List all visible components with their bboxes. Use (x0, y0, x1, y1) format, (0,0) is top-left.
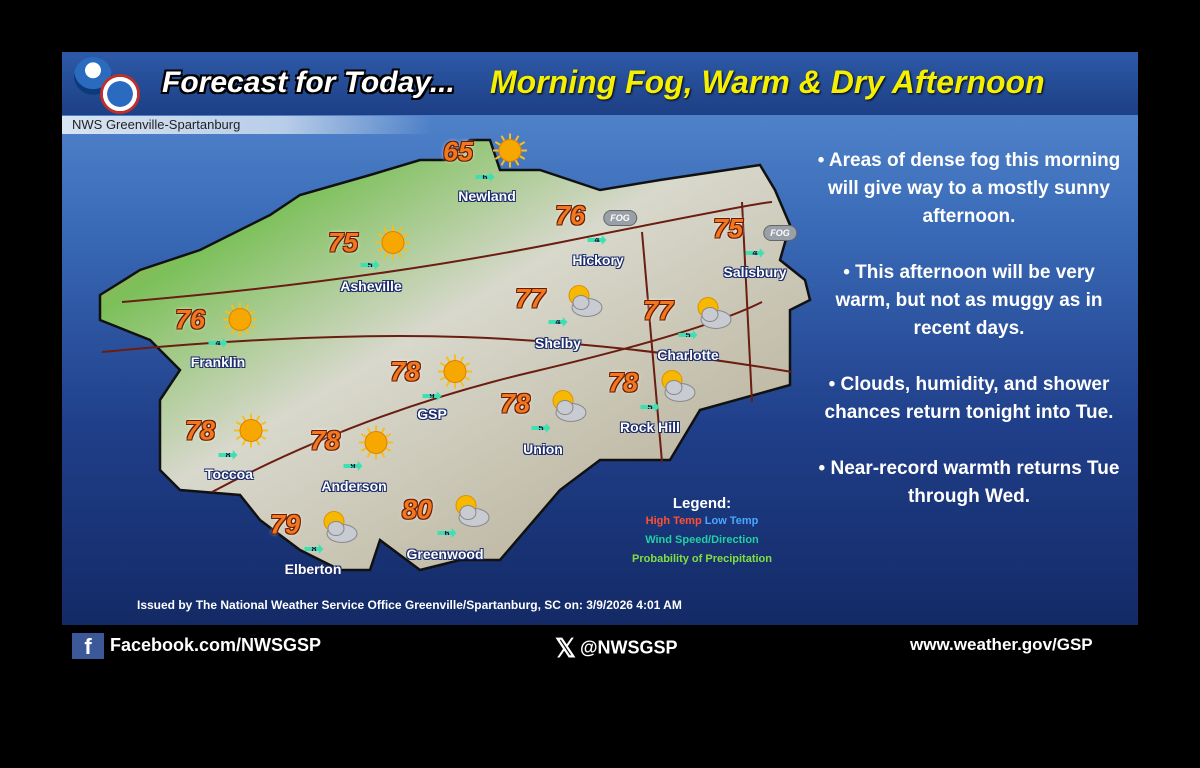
forecast-graphic: Forecast for Today... Morning Fog, Warm … (62, 52, 1138, 625)
x-link[interactable]: 𝕏 @NWSGSP (555, 633, 678, 663)
fog-icon: FOG (603, 210, 637, 226)
city-label: Salisbury (723, 264, 787, 280)
city-label: Union (523, 441, 563, 457)
forecast-bullets: • Areas of dense fog this morning will g… (814, 147, 1124, 539)
wind-arrow: 5 (678, 330, 698, 340)
sunny-icon (233, 413, 269, 454)
wind-arrow: 4 (208, 338, 228, 348)
city-label: Greenwood (406, 546, 484, 562)
sunny-icon (437, 354, 473, 395)
high-temp: 76 (554, 200, 586, 231)
sunny-icon (375, 225, 411, 266)
wind-arrow: 9 (422, 391, 442, 401)
x-icon: 𝕏 (555, 633, 576, 663)
wind-arrow: 6 (475, 172, 495, 182)
city-label: Charlotte (657, 347, 719, 363)
partly-cloudy-icon (448, 491, 492, 536)
wind-arrow: 4 (745, 248, 765, 258)
high-temp: 75 (712, 213, 744, 244)
city-label: Elberton (284, 561, 342, 577)
city-label: Toccoa (205, 466, 253, 482)
city-label: Asheville (340, 278, 402, 294)
sunny-icon (222, 302, 258, 343)
city-label: Newland (458, 188, 516, 204)
highways (101, 201, 793, 493)
wind-arrow: 5 (531, 423, 551, 433)
facebook-icon: f (72, 633, 104, 659)
fog-icon: FOG (763, 225, 797, 241)
city-label: Shelby (535, 335, 581, 351)
city-label: GSP (417, 406, 447, 422)
legend-wind: Wind Speed/Direction (645, 534, 759, 546)
bullet-item: • Areas of dense fog this morning will g… (817, 150, 1121, 227)
bullet-item: • Near-record warmth returns Tue through… (818, 458, 1120, 507)
partly-cloudy-icon (654, 366, 698, 411)
sunny-icon (358, 425, 394, 466)
city-label: Rock Hill (620, 419, 680, 435)
sunny-icon (492, 133, 528, 174)
high-temp: 76 (174, 304, 206, 335)
page-title: Forecast for Today... (162, 66, 455, 99)
high-temp: 77 (642, 295, 674, 326)
bullet-item: • Clouds, humidity, and shower chances r… (824, 374, 1114, 423)
office-label: NWS Greenville-Spartanburg (62, 116, 432, 134)
high-temp: 80 (401, 494, 433, 525)
legend-pop: Probability of Precipitation (632, 553, 772, 565)
high-temp: 79 (269, 509, 301, 540)
wind-arrow: 8 (218, 450, 238, 460)
high-temp: 77 (514, 283, 546, 314)
partly-cloudy-icon (690, 293, 734, 338)
forecast-headline: Morning Fog, Warm & Dry Afternoon (490, 64, 1045, 100)
wind-arrow: 4 (548, 317, 568, 327)
high-temp: 78 (499, 388, 531, 419)
wind-arrow: 4 (587, 235, 607, 245)
partly-cloudy-icon (561, 281, 605, 326)
high-temp: 78 (607, 367, 639, 398)
wind-arrow: 9 (343, 461, 363, 471)
legend: Legend: High Temp Low Temp Wind Speed/Di… (602, 495, 802, 569)
header-bar: Forecast for Today... Morning Fog, Warm … (62, 52, 1138, 115)
bullet-item: • This afternoon will be very warm, but … (835, 262, 1103, 339)
city-label: Anderson (321, 478, 387, 494)
legend-low-temp: Low Temp (704, 515, 759, 527)
high-temp: 65 (442, 136, 474, 167)
wind-arrow: 5 (640, 402, 660, 412)
high-temp: 78 (184, 415, 216, 446)
website-link[interactable]: www.weather.gov/GSP (910, 635, 1093, 654)
nws-logo (100, 74, 140, 114)
partly-cloudy-icon (316, 507, 360, 552)
wind-arrow: 8 (304, 544, 324, 554)
wind-arrow: 6 (437, 528, 457, 538)
facebook-link[interactable]: f Facebook.com/NWSGSP (72, 633, 321, 659)
city-label: Hickory (572, 252, 624, 268)
wind-arrow: 5 (360, 260, 380, 270)
issued-statement: Issued by The National Weather Service O… (137, 598, 682, 612)
high-temp: 78 (389, 356, 421, 387)
high-temp: 75 (327, 227, 359, 258)
legend-title: Legend: (672, 495, 732, 512)
partly-cloudy-icon (545, 386, 589, 431)
high-temp: 78 (309, 425, 341, 456)
legend-high-temp: High Temp (645, 515, 702, 527)
city-label: Franklin (190, 354, 246, 370)
